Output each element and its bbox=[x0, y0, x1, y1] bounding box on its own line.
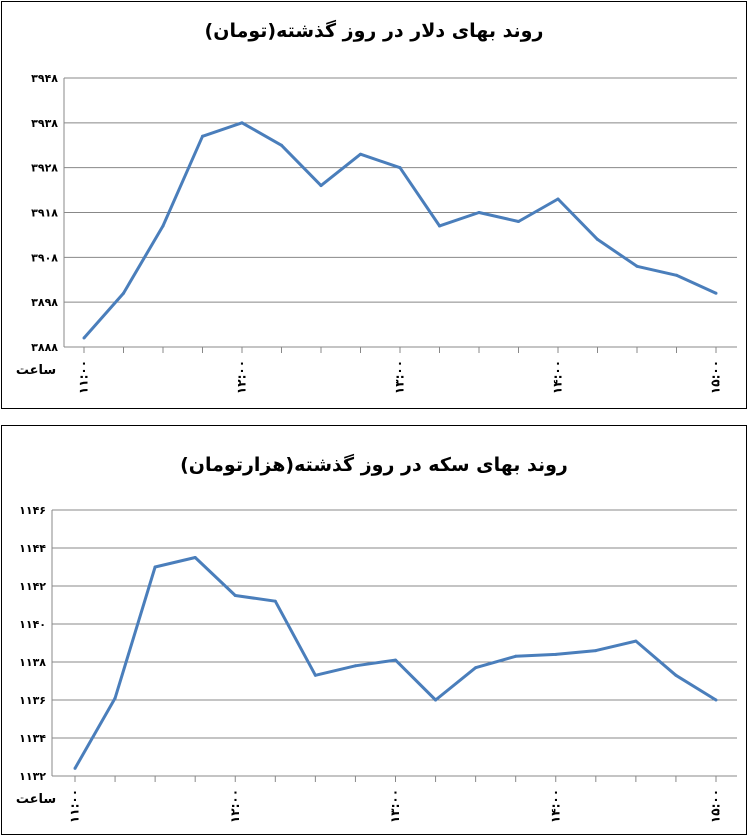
data-point bbox=[73, 766, 77, 770]
coin-chart-panel: روند بهای سکه در روز گذشته(هزارتومان) ۱۱… bbox=[1, 425, 747, 835]
dollar-chart-panel: روند بهای دلار در روز گذشته(تومان) ۳۸۸۸ ۳… bbox=[1, 1, 747, 409]
series-line bbox=[73, 556, 717, 770]
y-tick-label: ۱۱۳۲ bbox=[19, 770, 46, 783]
data-point bbox=[434, 698, 438, 702]
chart-title: روند بهای سکه در روز گذشته(هزارتومان) bbox=[180, 454, 568, 476]
data-point bbox=[477, 211, 481, 214]
dollar-line-chart: ۳۸۸۸ ۳۸۹۸ ۳۹۰۸ ۳۹۱۸ ۳۹۲۸ ۳۹۳۸ ۳۹۴۸ ۱۱:۰۰ ۱۲:۰۰ ۱۳… bbox=[16, 72, 737, 394]
y-tick-label: ۱۱۳۶ bbox=[19, 694, 46, 707]
data-point bbox=[635, 264, 639, 268]
data-point bbox=[674, 673, 678, 677]
x-tick-label: ۱۵:۰۰ bbox=[709, 360, 723, 394]
x-tick-label: ۱۴:۰۰ bbox=[551, 360, 565, 394]
data-point bbox=[319, 184, 323, 188]
y-tick-label: ۳۹۱۸ bbox=[31, 207, 58, 220]
x-tick-label: ۱۱:۰۰ bbox=[68, 789, 82, 823]
data-point bbox=[161, 224, 165, 228]
x-tick-label: ۱۱:۰۰ bbox=[77, 360, 91, 394]
series-line bbox=[82, 121, 717, 339]
data-point bbox=[474, 666, 478, 670]
x-axis-label: ساعت bbox=[16, 363, 56, 378]
y-tick-label: ۱۱۴۶ bbox=[19, 504, 46, 517]
x-tick-label: ۱۲:۰۰ bbox=[228, 789, 242, 823]
y-tick-label: ۱۱۳۸ bbox=[19, 656, 46, 669]
data-point bbox=[554, 652, 558, 656]
y-tick-label: ۳۹۴۸ bbox=[31, 72, 58, 85]
data-point bbox=[122, 291, 125, 295]
data-point bbox=[313, 673, 317, 677]
x-tick-label: ۱۳:۰۰ bbox=[393, 360, 407, 394]
y-tick-label: ۳۹۲۸ bbox=[31, 162, 58, 175]
data-point bbox=[201, 134, 204, 138]
data-point bbox=[714, 698, 718, 702]
y-tick-label: ۱۱۴۲ bbox=[19, 580, 46, 593]
y-tick-label: ۳۸۹۸ bbox=[31, 296, 58, 309]
data-point bbox=[113, 696, 117, 700]
y-tick-label: ۱۱۴۰ bbox=[19, 618, 46, 631]
data-point bbox=[353, 664, 357, 668]
x-tick-label: ۱۴:۰۰ bbox=[548, 789, 562, 823]
data-point bbox=[594, 649, 598, 653]
coin-line-chart: ۱۱۳۲ ۱۱۳۴ ۱۱۳۶ ۱۱۳۸ ۱۱۴۰ ۱۱۴۲ ۱۱۴۴ ۱۱۴۶ ۱۱:۰۰ ۱۲:… bbox=[16, 504, 737, 823]
chart-title: روند بهای دلار در روز گذشته(تومان) bbox=[204, 20, 544, 42]
x-axis-label: ساعت bbox=[16, 792, 56, 807]
data-point bbox=[556, 197, 560, 201]
data-point bbox=[398, 166, 402, 170]
data-point bbox=[517, 219, 520, 223]
x-tick-label: ۱۲:۰۰ bbox=[235, 360, 249, 394]
data-point bbox=[634, 639, 638, 643]
x-tick-label: ۱۵:۰۰ bbox=[709, 789, 723, 823]
data-point bbox=[193, 556, 197, 559]
data-point bbox=[438, 224, 441, 228]
data-point bbox=[82, 336, 86, 340]
y-tick-label: ۳۹۳۸ bbox=[31, 117, 58, 130]
y-tick-label: ۳۸۸۸ bbox=[31, 341, 58, 354]
data-point bbox=[359, 152, 362, 156]
data-point bbox=[233, 594, 237, 597]
data-point bbox=[240, 121, 244, 125]
y-tick-label: ۳۹۰۸ bbox=[31, 251, 58, 264]
y-tick-label: ۱۱۴۴ bbox=[19, 542, 46, 555]
x-tick-label: ۱۳:۰۰ bbox=[388, 789, 402, 823]
y-tick-label: ۱۱۳۴ bbox=[19, 732, 46, 745]
data-point bbox=[514, 654, 518, 658]
data-point bbox=[394, 658, 397, 662]
data-point bbox=[596, 237, 599, 241]
data-point bbox=[280, 143, 283, 147]
data-point bbox=[714, 291, 718, 295]
data-point bbox=[675, 273, 678, 277]
data-point bbox=[153, 565, 157, 569]
data-point bbox=[273, 599, 277, 603]
